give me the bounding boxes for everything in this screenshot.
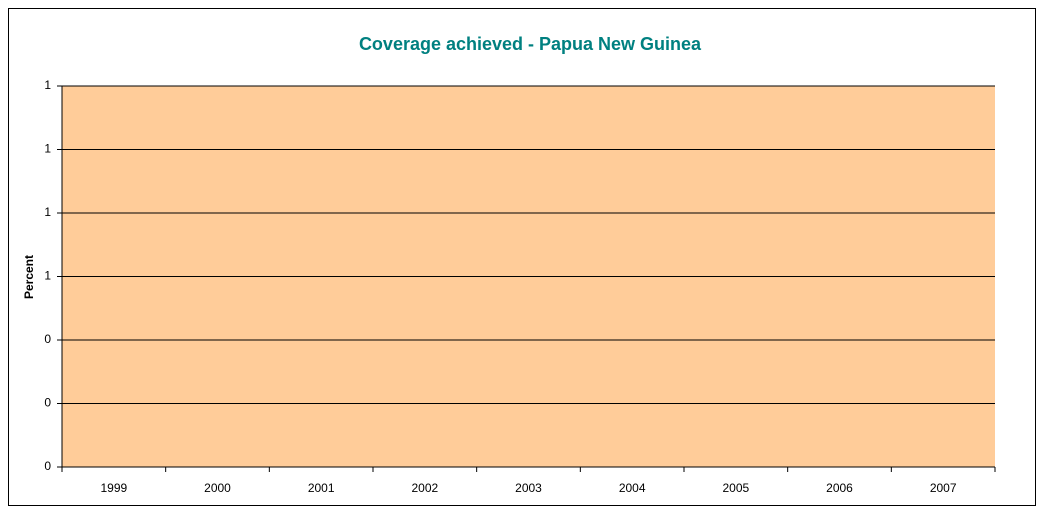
x-tick-label: 2007 <box>930 481 957 495</box>
chart-title: Coverage achieved - Papua New Guinea <box>359 34 702 54</box>
y-tick-label: 0 <box>44 396 51 410</box>
y-tick-label: 1 <box>44 78 51 92</box>
y-tick-label: 0 <box>44 459 51 473</box>
x-tick-label: 2003 <box>515 481 542 495</box>
x-tick-label: 1999 <box>100 481 127 495</box>
y-tick-label: 1 <box>44 269 51 283</box>
x-tick-label: 2005 <box>722 481 749 495</box>
y-tick-label: 1 <box>44 142 51 156</box>
y-axis-label: Percent <box>22 255 36 299</box>
x-tick-label: 2001 <box>308 481 335 495</box>
x-tick-label: 2004 <box>619 481 646 495</box>
x-tick-label: 2002 <box>411 481 438 495</box>
y-tick-label: 1 <box>44 205 51 219</box>
x-tick-label: 2006 <box>826 481 853 495</box>
y-tick-label: 0 <box>44 332 51 346</box>
x-tick-label: 2000 <box>204 481 231 495</box>
